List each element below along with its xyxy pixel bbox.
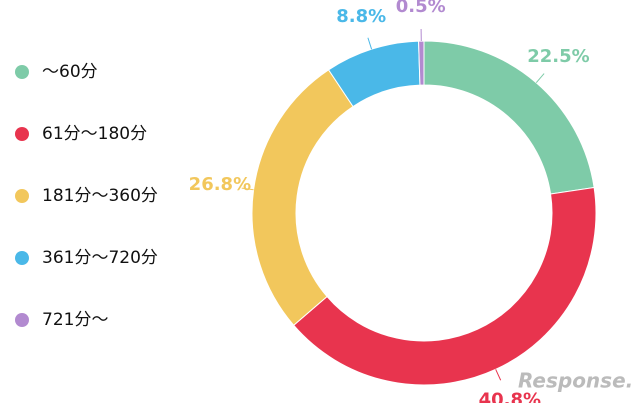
value-label: 26.8% (189, 174, 251, 195)
legend-label: 361分～720分 (42, 248, 158, 268)
leader-line (367, 37, 373, 50)
value-label: 22.5% (527, 46, 589, 67)
leader-line (495, 369, 502, 381)
legend-marker (15, 313, 29, 327)
legend-marker (15, 127, 29, 141)
value-label: 8.8% (336, 6, 386, 27)
donut-segment (418, 40, 425, 86)
leader-line (241, 187, 254, 191)
value-label: 0.5% (396, 0, 446, 17)
watermark: Response. (518, 369, 633, 393)
legend-label: 721分～ (42, 310, 108, 330)
legend-label: ～60分 (42, 62, 98, 82)
legend-label: 181分～360分 (42, 186, 158, 206)
legend-marker (15, 189, 29, 203)
legend-marker (15, 251, 29, 265)
legend-label: 61分～180分 (42, 124, 147, 144)
donut-segment (292, 186, 597, 386)
donut-segment (251, 69, 354, 326)
legend-marker (15, 65, 29, 79)
leader-line (535, 73, 545, 84)
value-label: 40.8% (479, 389, 541, 403)
